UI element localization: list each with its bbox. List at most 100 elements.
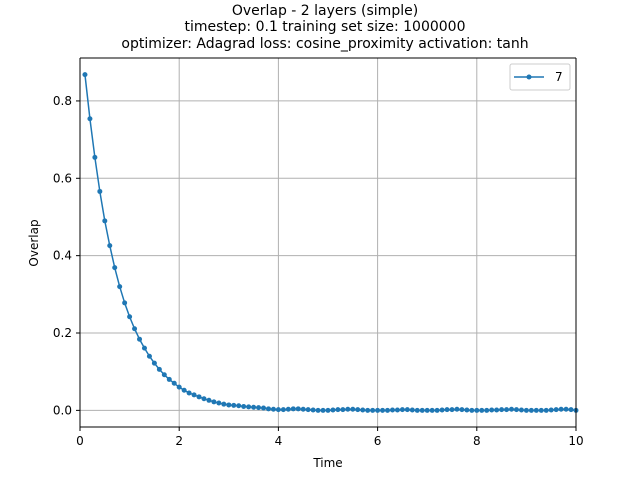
data-point: [305, 407, 311, 413]
chart-title-line-3: optimizer: Adagrad loss: cosine_proximit…: [121, 36, 528, 52]
data-point: [434, 407, 440, 413]
data-point: [513, 407, 519, 413]
data-point: [132, 326, 138, 332]
data-point: [419, 407, 425, 413]
legend: 7: [509, 63, 571, 91]
data-point: [558, 406, 564, 412]
axes-frame: [79, 57, 577, 428]
y-tick-label: 0.8: [53, 94, 72, 108]
data-point: [404, 407, 410, 413]
data-point: [385, 407, 391, 413]
data-point: [256, 405, 262, 411]
data-point: [504, 407, 510, 413]
data-point: [499, 407, 505, 413]
data-point: [97, 188, 103, 194]
y-tick-label: 0.0: [53, 403, 72, 417]
data-point: [568, 407, 574, 413]
data-point: [146, 353, 152, 359]
data-point: [518, 407, 524, 413]
y-tick-label: 0.2: [53, 326, 72, 340]
data-point: [375, 407, 381, 413]
x-axis-ticks: 0 2 4 6 8 10: [76, 427, 584, 448]
data-point: [523, 407, 529, 413]
data-point: [474, 407, 480, 413]
data-point: [102, 218, 108, 224]
data-point: [290, 406, 296, 412]
legend-label-7: 7: [555, 70, 563, 84]
data-point: [409, 407, 415, 413]
data-point: [161, 372, 167, 378]
data-point: [509, 406, 515, 412]
data-point: [538, 407, 544, 413]
data-point: [563, 406, 569, 412]
data-point: [166, 376, 172, 382]
x-tick-label: 6: [374, 434, 382, 448]
data-point: [295, 406, 301, 412]
data-point: [335, 407, 341, 413]
data-point: [325, 407, 331, 413]
y-tick-label: 0.4: [53, 249, 72, 263]
chart-title-line-1: Overlap - 2 layers (simple): [232, 3, 418, 19]
data-point: [350, 406, 356, 412]
data-point: [216, 400, 222, 406]
x-tick-label: 10: [568, 434, 583, 448]
data-point: [414, 407, 420, 413]
data-point: [87, 116, 93, 122]
data-point: [171, 380, 177, 386]
data-point: [464, 407, 470, 413]
data-point: [112, 265, 118, 271]
data-point: [141, 345, 147, 351]
data-point: [231, 402, 237, 408]
data-point: [494, 407, 500, 413]
data-point: [92, 154, 98, 160]
data-point: [246, 404, 252, 410]
data-point: [196, 394, 202, 400]
data-point: [389, 407, 395, 413]
data-point: [221, 401, 227, 407]
data-point: [469, 407, 475, 413]
plot-area: [80, 58, 576, 427]
data-point: [300, 406, 306, 412]
data-point: [151, 360, 157, 366]
data-point: [82, 72, 88, 78]
x-tick-label: 8: [473, 434, 481, 448]
data-point: [320, 407, 326, 413]
y-tick-label: 0.6: [53, 171, 72, 185]
data-point: [191, 392, 197, 398]
y-axis-ticks: 0.0 0.2 0.4 0.6 0.8: [53, 94, 80, 417]
x-axis-label: Time: [312, 456, 342, 470]
data-point: [280, 407, 286, 413]
data-point: [365, 407, 371, 413]
data-point: [449, 407, 455, 413]
data-point: [548, 407, 554, 413]
data-point: [355, 407, 361, 413]
data-point: [275, 407, 281, 413]
data-point: [394, 407, 400, 413]
data-point: [528, 407, 534, 413]
data-point: [489, 407, 495, 413]
data-point: [429, 407, 435, 413]
data-point: [330, 407, 336, 413]
y-axis-label: Overlap: [27, 219, 41, 266]
data-point: [211, 399, 217, 405]
data-point: [479, 407, 485, 413]
x-tick-label: 2: [175, 434, 183, 448]
data-point: [310, 407, 316, 413]
data-point: [117, 284, 123, 290]
x-tick-label: 0: [76, 434, 84, 448]
chart-title-line-2: timestep: 0.1 training set size: 1000000: [185, 19, 466, 35]
data-point: [176, 384, 182, 390]
data-point: [122, 300, 128, 306]
series-layer: [82, 72, 579, 413]
data-point: [380, 407, 386, 413]
x-tick-label: 4: [275, 434, 283, 448]
data-point: [236, 403, 242, 409]
data-point: [270, 406, 276, 412]
data-point: [206, 397, 212, 403]
data-point: [399, 407, 405, 413]
data-point: [156, 366, 162, 372]
data-point: [484, 407, 490, 413]
data-point: [285, 406, 291, 412]
